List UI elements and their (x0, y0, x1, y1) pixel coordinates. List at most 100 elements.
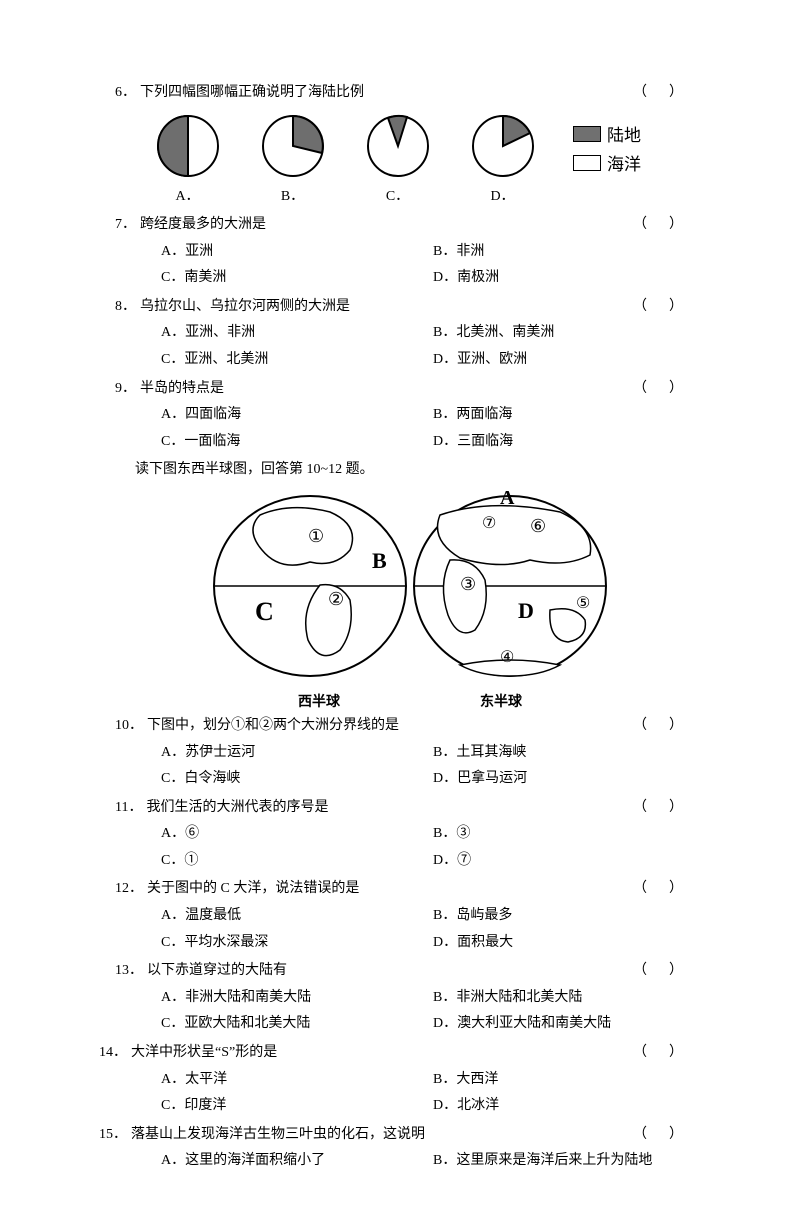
q10-opt-b: B．土耳其海峡 (433, 740, 705, 767)
pie-charts-row: 陆地 海洋 (115, 113, 705, 184)
question-14: 14． 大洋中形状呈“S”形的是 （） A．太平洋 B．大西洋 C．印度洋 D．… (115, 1040, 705, 1120)
q12-opt-a: A．温度最低 (161, 903, 433, 930)
map-bottom-labels: 西半球 东半球 (115, 691, 705, 711)
q8-options: A．亚洲、非洲 B．北美洲、南美洲 C．亚洲、北美洲 D．亚洲、欧洲 (115, 320, 705, 373)
question-6: 6． 下列四幅图哪幅正确说明了海陆比例 （） (115, 80, 705, 208)
q8-opt-d: D．亚洲、欧洲 (433, 347, 705, 374)
q11-opt-d: D．⑦ (433, 848, 705, 875)
question-10: 10． 下图中，划分①和②两个大洲分界线的是 （） A．苏伊士运河 B．土耳其海… (115, 713, 705, 793)
q13-text: 以下赤道穿过的大陆有 (147, 958, 633, 985)
q14-opt-b: B．大西洋 (433, 1067, 705, 1094)
q15-opt-b: B．这里原来是海洋后来上升为陆地 (433, 1148, 705, 1175)
question-15: 15． 落基山上发现海洋古生物三叶虫的化石，这说明 （） A．这里的海洋面积缩小… (115, 1122, 705, 1175)
q11-number: 11． (115, 795, 142, 822)
q8-opt-b: B．北美洲、南美洲 (433, 320, 705, 347)
q10-opt-a: A．苏伊士运河 (161, 740, 433, 767)
q8-number: 8． (115, 294, 136, 321)
q9-number: 9． (115, 376, 136, 403)
q8-opt-c: C．亚洲、北美洲 (161, 347, 433, 374)
q10-text: 下图中，划分①和②两个大洲分界线的是 (147, 713, 633, 740)
hemisphere-svg: ① ② B C A ⑦ ⑥ ③ D ⑤ ④ (200, 490, 620, 688)
q14-opt-d: D．北冰洋 (433, 1093, 705, 1120)
q14-paren: （） (633, 1040, 705, 1067)
q15-options: A．这里的海洋面积缩小了 B．这里原来是海洋后来上升为陆地 (115, 1148, 705, 1175)
q13-number: 13． (115, 958, 143, 985)
q13-opt-b: B．非洲大陆和北美大陆 (433, 985, 705, 1012)
legend-ocean-swatch (573, 155, 601, 171)
q7-options: A．亚洲 B．非洲 C．南美洲 D．南极洲 (115, 239, 705, 292)
pie-a-svg (155, 113, 221, 179)
pie-c (345, 113, 450, 184)
pie-label-c: C． (345, 186, 450, 208)
map-circled-3: ③ (460, 574, 476, 594)
q7-number: 7． (115, 212, 136, 239)
question-8: 8． 乌拉尔山、乌拉尔河两侧的大洲是 （） A．亚洲、非洲 B．北美洲、南美洲 … (115, 294, 705, 374)
q6-number: 6． (115, 80, 136, 107)
map-label-b: B (372, 548, 387, 573)
q15-opt-a: A．这里的海洋面积缩小了 (161, 1148, 433, 1175)
q15-text: 落基山上发现海洋古生物三叶虫的化石，这说明 (131, 1122, 633, 1149)
hemisphere-map: ① ② B C A ⑦ ⑥ ③ D ⑤ ④ 西半球 东半球 (115, 490, 705, 711)
q7-opt-c: C．南美洲 (161, 265, 433, 292)
legend-land-label: 陆地 (607, 121, 641, 146)
q9-opt-c: C．一面临海 (161, 429, 433, 456)
q13-options: A．非洲大陆和南美大陆 B．非洲大陆和北美大陆 C．亚欧大陆和北美大陆 D．澳大… (115, 985, 705, 1038)
pie-a (135, 113, 240, 184)
q14-options: A．太平洋 B．大西洋 C．印度洋 D．北冰洋 (115, 1067, 705, 1120)
q11-text: 我们生活的大洲代表的序号是 (146, 795, 633, 822)
q13-opt-c: C．亚欧大陆和北美大陆 (161, 1011, 433, 1038)
map-circled-1: ① (308, 526, 324, 546)
q12-opt-d: D．面积最大 (433, 930, 705, 957)
pie-legend: 陆地 海洋 (555, 121, 641, 175)
pie-b-svg (260, 113, 326, 179)
q11-opt-c: C．① (161, 848, 433, 875)
q12-text: 关于图中的 C 大洋，说法错误的是 (147, 876, 633, 903)
exam-page: 6． 下列四幅图哪幅正确说明了海陆比例 （） (0, 0, 800, 1217)
pie-c-svg (365, 113, 431, 179)
pie-label-d: D． (450, 186, 555, 208)
map-label-d: D (518, 598, 534, 623)
legend-land: 陆地 (573, 121, 641, 146)
map-label-a: A (500, 490, 515, 509)
question-12: 12． 关于图中的 C 大洋，说法错误的是 （） A．温度最低 B．岛屿最多 C… (115, 876, 705, 956)
map-circled-7: ⑦ (482, 515, 496, 532)
q10-opt-c: C．白令海峡 (161, 766, 433, 793)
pie-labels: A． B． C． D． (115, 186, 705, 208)
q13-paren: （） (633, 958, 705, 985)
q13-opt-a: A．非洲大陆和南美大陆 (161, 985, 433, 1012)
legend-land-swatch (573, 126, 601, 142)
q7-opt-a: A．亚洲 (161, 239, 433, 266)
q8-text: 乌拉尔山、乌拉尔河两侧的大洲是 (140, 294, 633, 321)
question-7: 7． 跨经度最多的大洲是 （） A．亚洲 B．非洲 C．南美洲 D．南极洲 (115, 212, 705, 292)
map-circled-2: ② (328, 589, 344, 609)
q7-paren: （） (633, 212, 705, 239)
legend-ocean-label: 海洋 (607, 150, 641, 175)
q9-text: 半岛的特点是 (140, 376, 633, 403)
q12-options: A．温度最低 B．岛屿最多 C．平均水深最深 D．面积最大 (115, 903, 705, 956)
question-9: 9． 半岛的特点是 （） A．四面临海 B．两面临海 C．一面临海 D．三面临海 (115, 376, 705, 456)
q9-opt-a: A．四面临海 (161, 402, 433, 429)
legend-ocean: 海洋 (573, 150, 641, 175)
pie-b (240, 113, 345, 184)
q7-opt-d: D．南极洲 (433, 265, 705, 292)
map-label-c: C (255, 597, 274, 626)
q14-number: 14． (99, 1040, 127, 1067)
q10-opt-d: D．巴拿马运河 (433, 766, 705, 793)
q13-opt-d: D．澳大利亚大陆和南美大陆 (433, 1011, 705, 1038)
q14-text: 大洋中形状呈“S”形的是 (131, 1040, 633, 1067)
q11-opt-b: B．③ (433, 821, 705, 848)
q12-opt-c: C．平均水深最深 (161, 930, 433, 957)
pie-d (450, 113, 555, 184)
question-13: 13． 以下赤道穿过的大陆有 （） A．非洲大陆和南美大陆 B．非洲大陆和北美大… (115, 958, 705, 1038)
q10-number: 10． (115, 713, 143, 740)
q14-opt-c: C．印度洋 (161, 1093, 433, 1120)
q15-paren: （） (633, 1122, 705, 1149)
q15-number: 15． (99, 1122, 127, 1149)
q12-opt-b: B．岛屿最多 (433, 903, 705, 930)
q10-options: A．苏伊士运河 B．土耳其海峡 C．白令海峡 D．巴拿马运河 (115, 740, 705, 793)
q8-opt-a: A．亚洲、非洲 (161, 320, 433, 347)
q10-paren: （） (633, 713, 705, 740)
map-circled-5: ⑤ (576, 595, 590, 612)
pie-label-a: A． (135, 186, 240, 208)
map-intro: 读下图东西半球图，回答第 10~12 题。 (115, 457, 705, 484)
